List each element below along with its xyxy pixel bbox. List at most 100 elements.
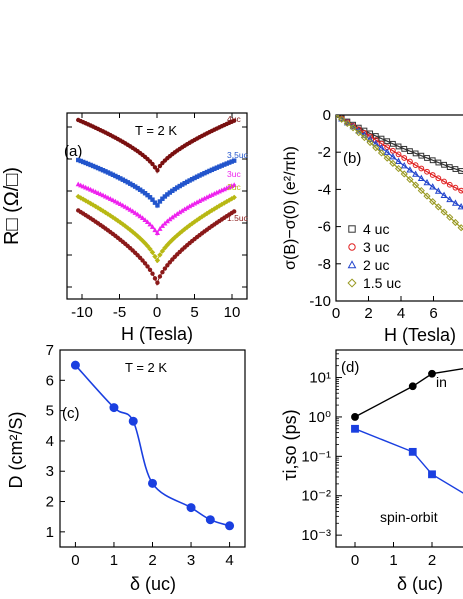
panel-a-point-4uc (155, 168, 160, 173)
panel-b-legend-marker (348, 243, 356, 251)
panel-a-point-3uc (144, 219, 151, 225)
panel-c-point (186, 503, 196, 513)
panel-c-y-axis-label: D (cm²/S) (6, 412, 26, 489)
panel-a-point-2uc (80, 196, 86, 202)
panel-b-point-1 (435, 175, 442, 182)
panel-a-point-3uc (127, 207, 133, 212)
panel-b-legend-marker (347, 278, 357, 288)
panel-c-point (70, 360, 80, 370)
panel-b-point-1 (412, 162, 419, 169)
panel-a-point-2uc (231, 194, 237, 201)
panel-c-x-tick-label: 3 (187, 552, 195, 569)
panel-a-point-3uc (140, 215, 146, 221)
panel-b-point-3 (383, 154, 391, 162)
panel-a-point-3uc (157, 226, 163, 231)
panel-a-point-4uc (157, 163, 163, 169)
panel-a-point-1.5uc (162, 266, 168, 271)
panel-c-ticks (60, 349, 231, 547)
panel-b-point-3 (417, 186, 425, 195)
panel-a-x-tick-labels: -10 -5 0 5 10 (71, 304, 240, 321)
panel-a-point-3uc (102, 193, 109, 199)
panel-a-point-2uc (162, 245, 168, 251)
panel-b-point-3 (429, 198, 437, 206)
panel-d-x-tick-label: 0 (351, 552, 359, 569)
panel-a-point-1.5uc (231, 209, 237, 214)
panel-b-point-0 (401, 145, 408, 152)
panel-c-y-tick-label: 5 (46, 403, 54, 420)
panel-b-x-axis-label: H (Tesla) (384, 325, 456, 345)
panel-b-point-1 (424, 168, 430, 175)
panel-b-point-2 (395, 157, 403, 164)
panel-a-series-label: 2uc (227, 182, 241, 192)
panel-b-point-3 (343, 119, 351, 128)
panel-a-point-1.5uc (165, 263, 170, 268)
panel-c-point (128, 416, 138, 426)
panel-a-point-3uc (95, 190, 101, 195)
panel-b-point-3 (355, 129, 363, 137)
panel-a-x-tick-label: -5 (113, 304, 126, 321)
panel-a-point-2uc (92, 203, 99, 210)
panel-a-point-3.5uc (150, 197, 155, 202)
panel-a-point-2uc (152, 253, 158, 260)
panel-b-series (336, 115, 463, 232)
panel-d-point-0 (428, 369, 436, 378)
panel-c-annotation: T = 2 K (125, 360, 167, 375)
panel-b-point-1 (401, 155, 408, 161)
panel-b-point-0 (446, 164, 453, 170)
panel-b-x-tick-label: 0 (332, 305, 340, 322)
panel-b-point-1 (458, 187, 463, 194)
panel-b-point-0 (384, 138, 391, 145)
panel-d-series-label: in (436, 374, 447, 390)
panel-d-ticks (336, 353, 433, 547)
panel-a-point-3.5uc (160, 196, 165, 201)
panel-a-point-3uc (159, 223, 165, 228)
panel-a-point-3uc (80, 183, 86, 189)
panel-a-point-1.5uc (140, 258, 145, 263)
panel-b-point-3 (349, 124, 357, 132)
panel-a-x-axis-label: H (Tesla) (121, 324, 193, 344)
panel-b-y-tick-label: -2 (318, 144, 331, 161)
panel-b-point-3 (434, 203, 442, 211)
panel-b-point-3 (457, 224, 463, 232)
panel-a-point-4uc (150, 161, 155, 167)
panel-b-point-1 (429, 172, 436, 178)
panel-a-point-1.5uc (137, 255, 143, 261)
panel-a-point-3uc (100, 192, 106, 198)
panel-d-line-0 (354, 367, 463, 418)
panel-b: (b) 4 uc3 uc2 uc1.5 uc 0 2 4 60-2-4-6-8-10 … (282, 107, 463, 345)
panel-a-x-tick-label: 0 (153, 304, 161, 321)
panel-a-point-3uc (117, 201, 123, 207)
panel-a-series-label: 1.5uc (227, 213, 249, 223)
panel-d-y-tick-label: 10⁻¹ (301, 448, 331, 465)
panel-d-x-tick-label: 1 (389, 552, 397, 569)
panel-c-label: (c) (62, 405, 80, 422)
panel-a-point-1.5uc (160, 269, 165, 275)
panel-b-point-0 (429, 157, 436, 164)
panel-d-tick-labels: 0 1 2 10¹ 10⁰ 10⁻¹ 10⁻² 10⁻³ (301, 370, 436, 569)
panel-c-y-tick-label: 3 (46, 463, 54, 480)
panel-b-point-0 (418, 152, 425, 159)
panel-b-legend-marker (348, 225, 356, 233)
panel-a-point-3uc (154, 230, 161, 235)
panel-a-point-3uc (231, 182, 237, 187)
panel-b-legend-label: 3 uc (363, 239, 389, 255)
panel-b-point-3 (451, 218, 460, 227)
panel-a-point-3uc (122, 204, 128, 209)
panel-c-fit-curve (74, 364, 230, 527)
panel-a-point-3uc (88, 186, 94, 192)
panel-a-point-3uc (147, 221, 153, 227)
panel-d-x-tick-label: 2 (428, 552, 436, 569)
panel-b-point-2 (434, 187, 442, 194)
panel-d-point-0 (351, 413, 359, 421)
panel-b-point-3 (394, 164, 403, 173)
panel-b-line-3 (336, 115, 463, 231)
panel-a-point-3uc (75, 181, 81, 187)
panel-d-point-1 (351, 424, 359, 433)
panel-c-point (205, 515, 215, 525)
panel-a-point-3.5uc (231, 158, 237, 163)
panel-b-y-tick-label: -10 (309, 293, 331, 310)
panel-a-point-3uc (112, 198, 118, 204)
panel-b-point-0 (395, 143, 402, 150)
panel-a-point-2uc (139, 238, 146, 244)
